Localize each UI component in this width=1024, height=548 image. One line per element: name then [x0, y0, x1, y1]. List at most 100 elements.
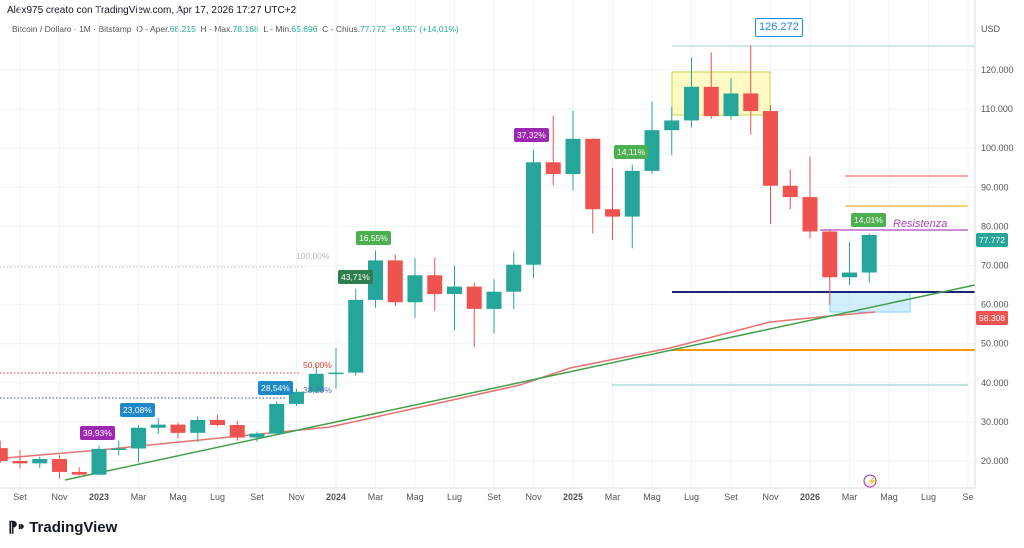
candle[interactable]: [52, 455, 67, 479]
candle-body: [229, 425, 245, 438]
candle[interactable]: [32, 456, 48, 469]
candle[interactable]: [308, 364, 324, 393]
candle[interactable]: [545, 115, 561, 186]
candle-body: [486, 291, 502, 309]
percent-change-label: 43,71%: [338, 270, 373, 284]
last-price-tag: 77.772: [976, 233, 1008, 247]
x-tick-label: Nov: [288, 492, 305, 502]
x-tick-label: 2026: [800, 492, 820, 502]
candle-body: [407, 275, 423, 303]
candle-body: [861, 235, 877, 273]
y-tick-label: 100.000: [981, 143, 1014, 153]
candle[interactable]: [802, 156, 818, 239]
candle[interactable]: [269, 401, 285, 436]
x-tick-label: Mag: [406, 492, 424, 502]
low-label: L - Min.: [263, 24, 292, 34]
candle[interactable]: [348, 288, 364, 376]
candle[interactable]: [71, 467, 87, 476]
candle-body: [447, 286, 462, 295]
candle[interactable]: [427, 257, 443, 311]
candle[interactable]: [743, 45, 759, 135]
fib-50-label: 50,00%: [303, 360, 332, 370]
candle[interactable]: [0, 440, 8, 463]
candle[interactable]: [605, 167, 620, 240]
candle[interactable]: [387, 254, 403, 307]
percent-change-label: 14,01%: [851, 213, 886, 227]
candle[interactable]: [782, 169, 798, 210]
percent-change-label: 28,54%: [258, 381, 293, 395]
candle[interactable]: [822, 230, 838, 305]
symbol-legend: Bitcoin / Dollaro · 1M · Bitstamp O - Ap…: [12, 24, 459, 34]
symbol-name[interactable]: Bitcoin / Dollaro · 1M · Bitstamp: [12, 24, 132, 34]
candle-body: [52, 459, 67, 472]
trend-line[interactable]: [64, 284, 976, 481]
candle[interactable]: [150, 417, 166, 435]
candle-body: [348, 299, 364, 373]
y-tick-label: 30.000: [981, 417, 1009, 427]
candle[interactable]: [861, 233, 877, 283]
x-tick-label: Mar: [842, 492, 858, 502]
candle[interactable]: [131, 425, 146, 463]
candle-body: [190, 419, 206, 433]
candle-body: [71, 471, 87, 475]
candle[interactable]: [170, 422, 186, 439]
candle[interactable]: [328, 348, 344, 389]
candle-body: [427, 275, 443, 295]
percent-change-label: 23,08%: [120, 403, 155, 417]
candle-body: [308, 373, 324, 392]
candle[interactable]: [506, 251, 522, 309]
moving-average-line[interactable]: [4, 311, 876, 459]
candle[interactable]: [644, 101, 660, 175]
candle[interactable]: [111, 440, 127, 456]
candle-body: [545, 162, 561, 175]
candle[interactable]: [664, 107, 680, 156]
chart-credit: Alex975 creato con TradingView.com, Apr …: [7, 5, 297, 16]
y-tick-label: 20.000: [981, 456, 1009, 466]
x-tick-label: Se: [962, 492, 973, 502]
x-tick-label: Lug: [684, 492, 699, 502]
candle[interactable]: [585, 138, 601, 234]
x-tick-label: 2023: [89, 492, 109, 502]
x-tick-label: Mag: [643, 492, 661, 502]
lightning-icon[interactable]: [863, 474, 877, 488]
candle[interactable]: [289, 389, 304, 406]
high-value: 78.168: [232, 24, 259, 34]
x-tick-label: 2025: [563, 492, 583, 502]
y-tick-label: 110.000: [981, 104, 1013, 114]
x-tick-label: Nov: [525, 492, 542, 502]
candle[interactable]: [190, 416, 206, 443]
candle[interactable]: [624, 164, 640, 249]
candle[interactable]: [565, 110, 581, 191]
candle[interactable]: [486, 279, 502, 334]
candle[interactable]: [447, 265, 462, 331]
open-label: O - Aper.: [136, 24, 170, 34]
currency-label: USD: [981, 24, 1001, 34]
candle[interactable]: [210, 414, 225, 427]
x-tick-label: Mar: [605, 492, 621, 502]
candle[interactable]: [763, 105, 778, 225]
candle[interactable]: [723, 78, 739, 120]
candle[interactable]: [407, 258, 423, 318]
candle[interactable]: [842, 242, 857, 286]
candle-body: [684, 86, 699, 121]
y-tick-label: 120.000: [981, 65, 1014, 75]
candle[interactable]: [229, 421, 245, 441]
candle[interactable]: [703, 52, 719, 119]
candle-body: [526, 162, 541, 265]
tradingview-logo[interactable]: ⁋⁍ TradingView: [8, 518, 117, 536]
candle[interactable]: [466, 282, 482, 348]
candle[interactable]: [684, 57, 699, 128]
candle[interactable]: [526, 149, 541, 279]
candle-body: [249, 433, 265, 438]
x-tick-label: Set: [487, 492, 501, 502]
candle-body: [387, 260, 403, 303]
candle[interactable]: [91, 445, 107, 475]
x-tick-label: Set: [724, 492, 738, 502]
x-tick-label: Nov: [762, 492, 779, 502]
candle-body: [703, 86, 719, 117]
y-tick-label: 40.000: [981, 378, 1009, 388]
candle[interactable]: [12, 450, 28, 469]
candle[interactable]: [249, 431, 265, 442]
x-tick-label: Mar: [368, 492, 384, 502]
